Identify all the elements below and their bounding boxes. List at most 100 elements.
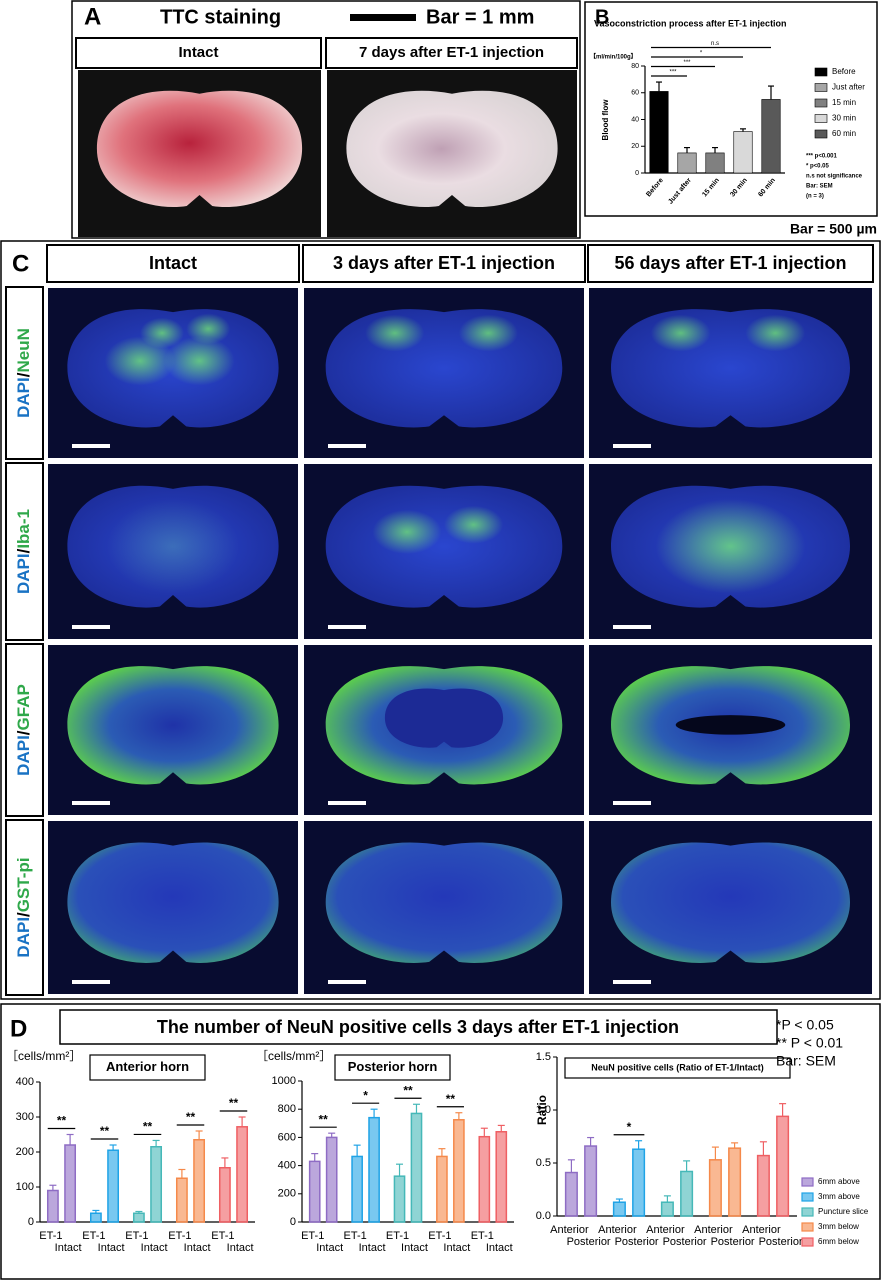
stain	[365, 314, 425, 352]
column-header-box	[325, 37, 578, 69]
title-box	[564, 1057, 791, 1079]
legend-swatch	[814, 67, 828, 77]
error-bar	[768, 85, 774, 100]
y-tick-label: 0	[28, 1216, 34, 1228]
x-tick-label: 30 min	[729, 177, 749, 198]
bar	[89, 1212, 102, 1223]
bar	[453, 1119, 465, 1223]
tissue	[346, 90, 558, 208]
error-bar	[370, 1108, 378, 1118]
error-bar	[353, 1144, 361, 1157]
legend-label: 3mm below	[818, 1222, 859, 1231]
panel-a-frame	[71, 0, 581, 239]
stain	[650, 314, 711, 352]
y-tick-label: 0.0	[536, 1210, 551, 1222]
x-tick-label: 15 min	[701, 177, 721, 198]
error-bar	[615, 1198, 623, 1203]
panel-title: TTC staining	[160, 6, 281, 28]
y-axis-label: Ratio	[535, 1095, 549, 1125]
error-bar	[195, 1130, 203, 1140]
bar	[756, 1154, 770, 1217]
error-bar	[656, 81, 662, 92]
x-tick-label: Anterior	[742, 1224, 781, 1236]
error-bar	[135, 1210, 143, 1214]
scale-note: Bar = 500 µm	[790, 221, 877, 237]
x-tick-label: Anterior	[646, 1224, 685, 1236]
bar	[761, 99, 781, 174]
panel-letter: A	[84, 3, 101, 30]
panel-d-frame	[0, 1003, 881, 1280]
stain-name: /	[14, 372, 33, 377]
legend-swatch	[801, 1207, 814, 1217]
title-box	[334, 1054, 451, 1081]
row-header: DAPI/GST-pi	[14, 857, 33, 957]
y-tick-label: 800	[278, 1103, 296, 1115]
error-bar	[711, 1146, 719, 1160]
stain-name: /	[14, 730, 33, 735]
row-header-box	[5, 819, 44, 996]
scale-bar	[328, 980, 366, 984]
error-bar	[684, 146, 690, 153]
error-bar	[328, 1132, 336, 1138]
significance-label: ***	[683, 60, 691, 66]
lesion	[675, 715, 786, 735]
x-tick-label: Posterior	[615, 1236, 659, 1248]
tissue	[96, 90, 303, 208]
legend-swatch	[814, 98, 828, 108]
x-tick-label: Anterior	[598, 1224, 637, 1236]
stain	[745, 314, 806, 352]
legend-swatch	[801, 1222, 814, 1232]
x-tick-label: ET-1	[39, 1230, 62, 1242]
significance-label: *	[627, 1120, 632, 1134]
bar	[733, 131, 753, 174]
scale-label: Bar = 1 mm	[426, 6, 534, 28]
note: Bar: SEM	[806, 184, 833, 190]
bar	[680, 1170, 694, 1217]
y-unit: ［cells/mm²］	[256, 1049, 331, 1063]
bar	[236, 1126, 249, 1223]
row-header: DAPI/Iba-1	[14, 509, 33, 594]
bar	[218, 1167, 231, 1223]
column-header-box	[302, 244, 586, 283]
note: ** P < 0.01	[776, 1035, 843, 1051]
bar	[107, 1149, 120, 1223]
significance-label: **	[446, 1092, 456, 1106]
note: *P < 0.05	[776, 1017, 834, 1033]
stain	[458, 314, 518, 352]
y-tick-label: 20	[631, 143, 639, 150]
column-header: Intact	[178, 44, 218, 61]
error-bar	[49, 1184, 57, 1191]
error-bar	[311, 1153, 319, 1162]
y-unit: ［cells/mm²］	[6, 1049, 81, 1063]
tissue	[325, 309, 563, 428]
y-tick-label: 200	[16, 1146, 34, 1158]
bar	[564, 1171, 578, 1217]
x-tick-label: Anterior	[694, 1224, 733, 1236]
significance-label: **	[186, 1110, 196, 1124]
stain-name: DAPI	[14, 377, 33, 418]
panel-letter: D	[10, 1015, 27, 1042]
error-bar	[396, 1163, 404, 1177]
legend-swatch	[801, 1237, 814, 1247]
chart-title: Vasoconstriction process after ET-1 inje…	[594, 18, 787, 28]
note: *** p<0.001	[806, 154, 838, 160]
y-tick-label: 0	[635, 170, 639, 177]
chart-title: Anterior horn	[106, 1059, 189, 1074]
legend-swatch	[814, 129, 828, 139]
significance-label: *	[700, 51, 703, 57]
stain	[107, 498, 239, 594]
column-header: 7 days after ET-1 injection	[359, 44, 544, 61]
scale-bar	[72, 444, 110, 448]
bar	[705, 152, 725, 174]
scale-bar	[613, 980, 651, 984]
y-tick-label: 60	[631, 90, 639, 97]
y-tick-label: 1.0	[536, 1104, 551, 1116]
y-tick-label: 600	[278, 1131, 296, 1143]
error-bar	[759, 1141, 767, 1156]
error-bar	[683, 1160, 691, 1172]
x-tick-label: Intact	[184, 1242, 211, 1254]
legend-label: 15 min	[832, 98, 856, 107]
row-header-box	[5, 462, 44, 641]
y-tick-label: 1000	[272, 1075, 296, 1087]
x-tick-label: Intact	[486, 1242, 513, 1254]
